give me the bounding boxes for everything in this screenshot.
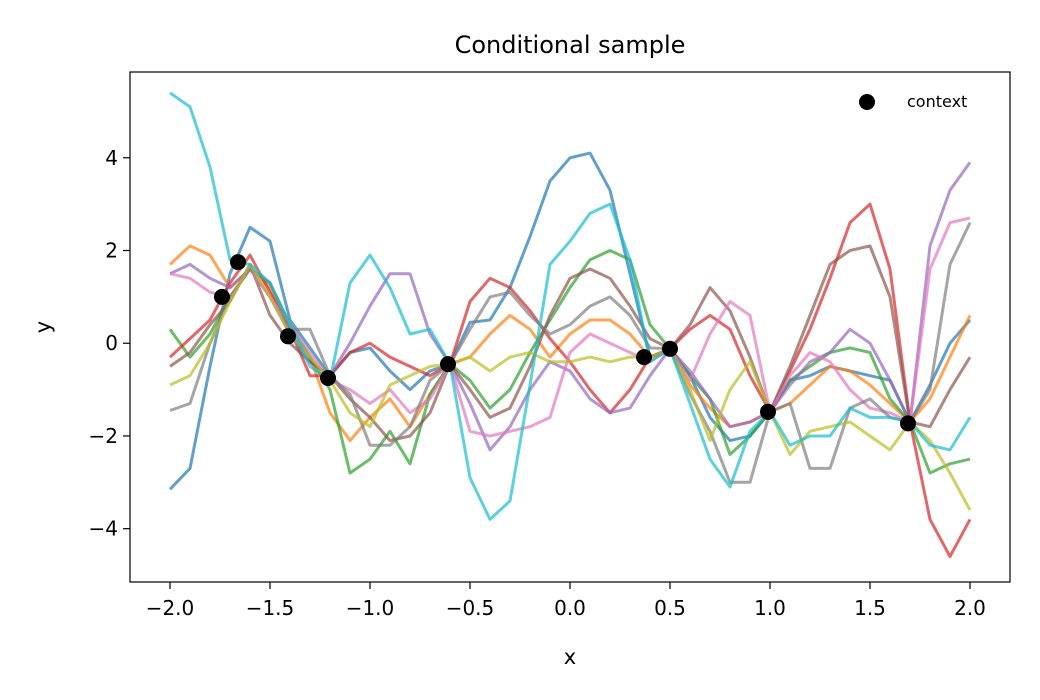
context-point-1 [230,254,246,271]
x-tick-label-2: −1.0 [346,596,395,620]
context-point-6 [662,340,678,357]
context-point-5 [636,349,652,366]
x-tick-label-5: 0.5 [654,596,686,620]
chart-title: Conditional sample [455,31,686,59]
context-point-3 [320,370,336,386]
context-point-0 [214,288,230,305]
plot-area [130,72,1010,582]
x-tick-label-3: −0.5 [446,596,495,620]
context-point-2 [280,328,296,345]
x-axis: −2.0 −1.5 −1.0 −0.5 0.0 0.5 1.0 1.5 2.0 [146,582,986,620]
x-tick-label-0: −2.0 [146,596,195,620]
series-line-6 [169,216,971,438]
x-tick-label-1: −1.5 [246,596,295,620]
x-tick-label-8: 2.0 [954,596,986,620]
x-tick-label-6: 1.0 [754,596,786,620]
y-axis-label: y [31,321,55,333]
y-axis: −4 −2 0 2 4 [89,146,130,541]
series-line-7 [169,222,972,484]
y-tick-label-1: −2 [89,424,118,448]
x-axis-label: x [564,645,576,669]
legend: context [859,92,967,111]
y-tick-label-0: −4 [89,517,118,541]
x-tick-label-7: 1.5 [854,596,886,620]
series-layer [168,91,972,558]
context-point-7 [760,403,776,420]
y-tick-label-4: 4 [105,146,118,170]
series-line-2 [168,249,971,475]
y-tick-label-3: 2 [105,239,118,263]
context-point-4 [440,356,456,373]
series-line-9 [169,91,972,521]
legend-label-context: context [907,92,967,111]
y-tick-label-2: 0 [105,331,118,355]
context-points-layer [214,254,916,432]
legend-marker-context [859,94,875,110]
context-point-8 [900,415,916,432]
x-tick-label-4: 0.0 [554,596,586,620]
